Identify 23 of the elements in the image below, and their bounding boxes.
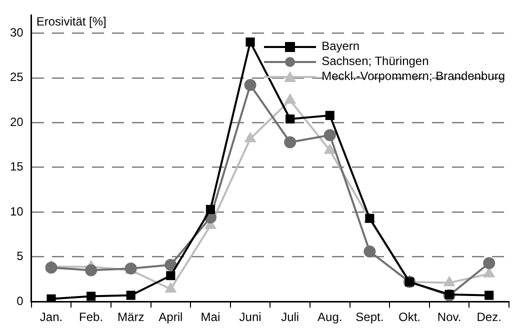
y-tick-label: 5 bbox=[16, 249, 24, 264]
x-tick-label: Juli bbox=[281, 310, 300, 324]
y-tick-label: 25 bbox=[10, 70, 24, 84]
legend-label: Meckl.-Vorpommern; Brandenburg bbox=[322, 69, 505, 84]
y-tick-label: 20 bbox=[10, 114, 24, 129]
x-tick-label: April bbox=[158, 310, 183, 324]
x-tick-label: Juni bbox=[239, 310, 262, 324]
y-tick-label: 30 bbox=[10, 25, 24, 40]
y-tick-label: 0 bbox=[16, 294, 24, 308]
x-tick-label: Mai bbox=[200, 310, 220, 324]
x-tick-label: März bbox=[118, 310, 144, 324]
y-tick-label: 10 bbox=[10, 204, 24, 218]
legend-label: Sachsen; Thüringen bbox=[322, 54, 429, 70]
x-tick-label: Dez. bbox=[476, 310, 502, 324]
legend-label: Bayern bbox=[322, 39, 360, 54]
x-tick-label: Jan. bbox=[40, 310, 63, 324]
x-tick-label: Okt. bbox=[398, 310, 420, 324]
x-tick-label: Sept. bbox=[356, 310, 384, 324]
x-tick-label: Feb. bbox=[79, 310, 104, 324]
x-tick-label: Aug. bbox=[318, 310, 342, 324]
y-axis-title: Erosivität [%] bbox=[36, 14, 106, 29]
x-tick-label: Nov. bbox=[437, 310, 462, 324]
y-tick-label: 15 bbox=[10, 160, 24, 174]
